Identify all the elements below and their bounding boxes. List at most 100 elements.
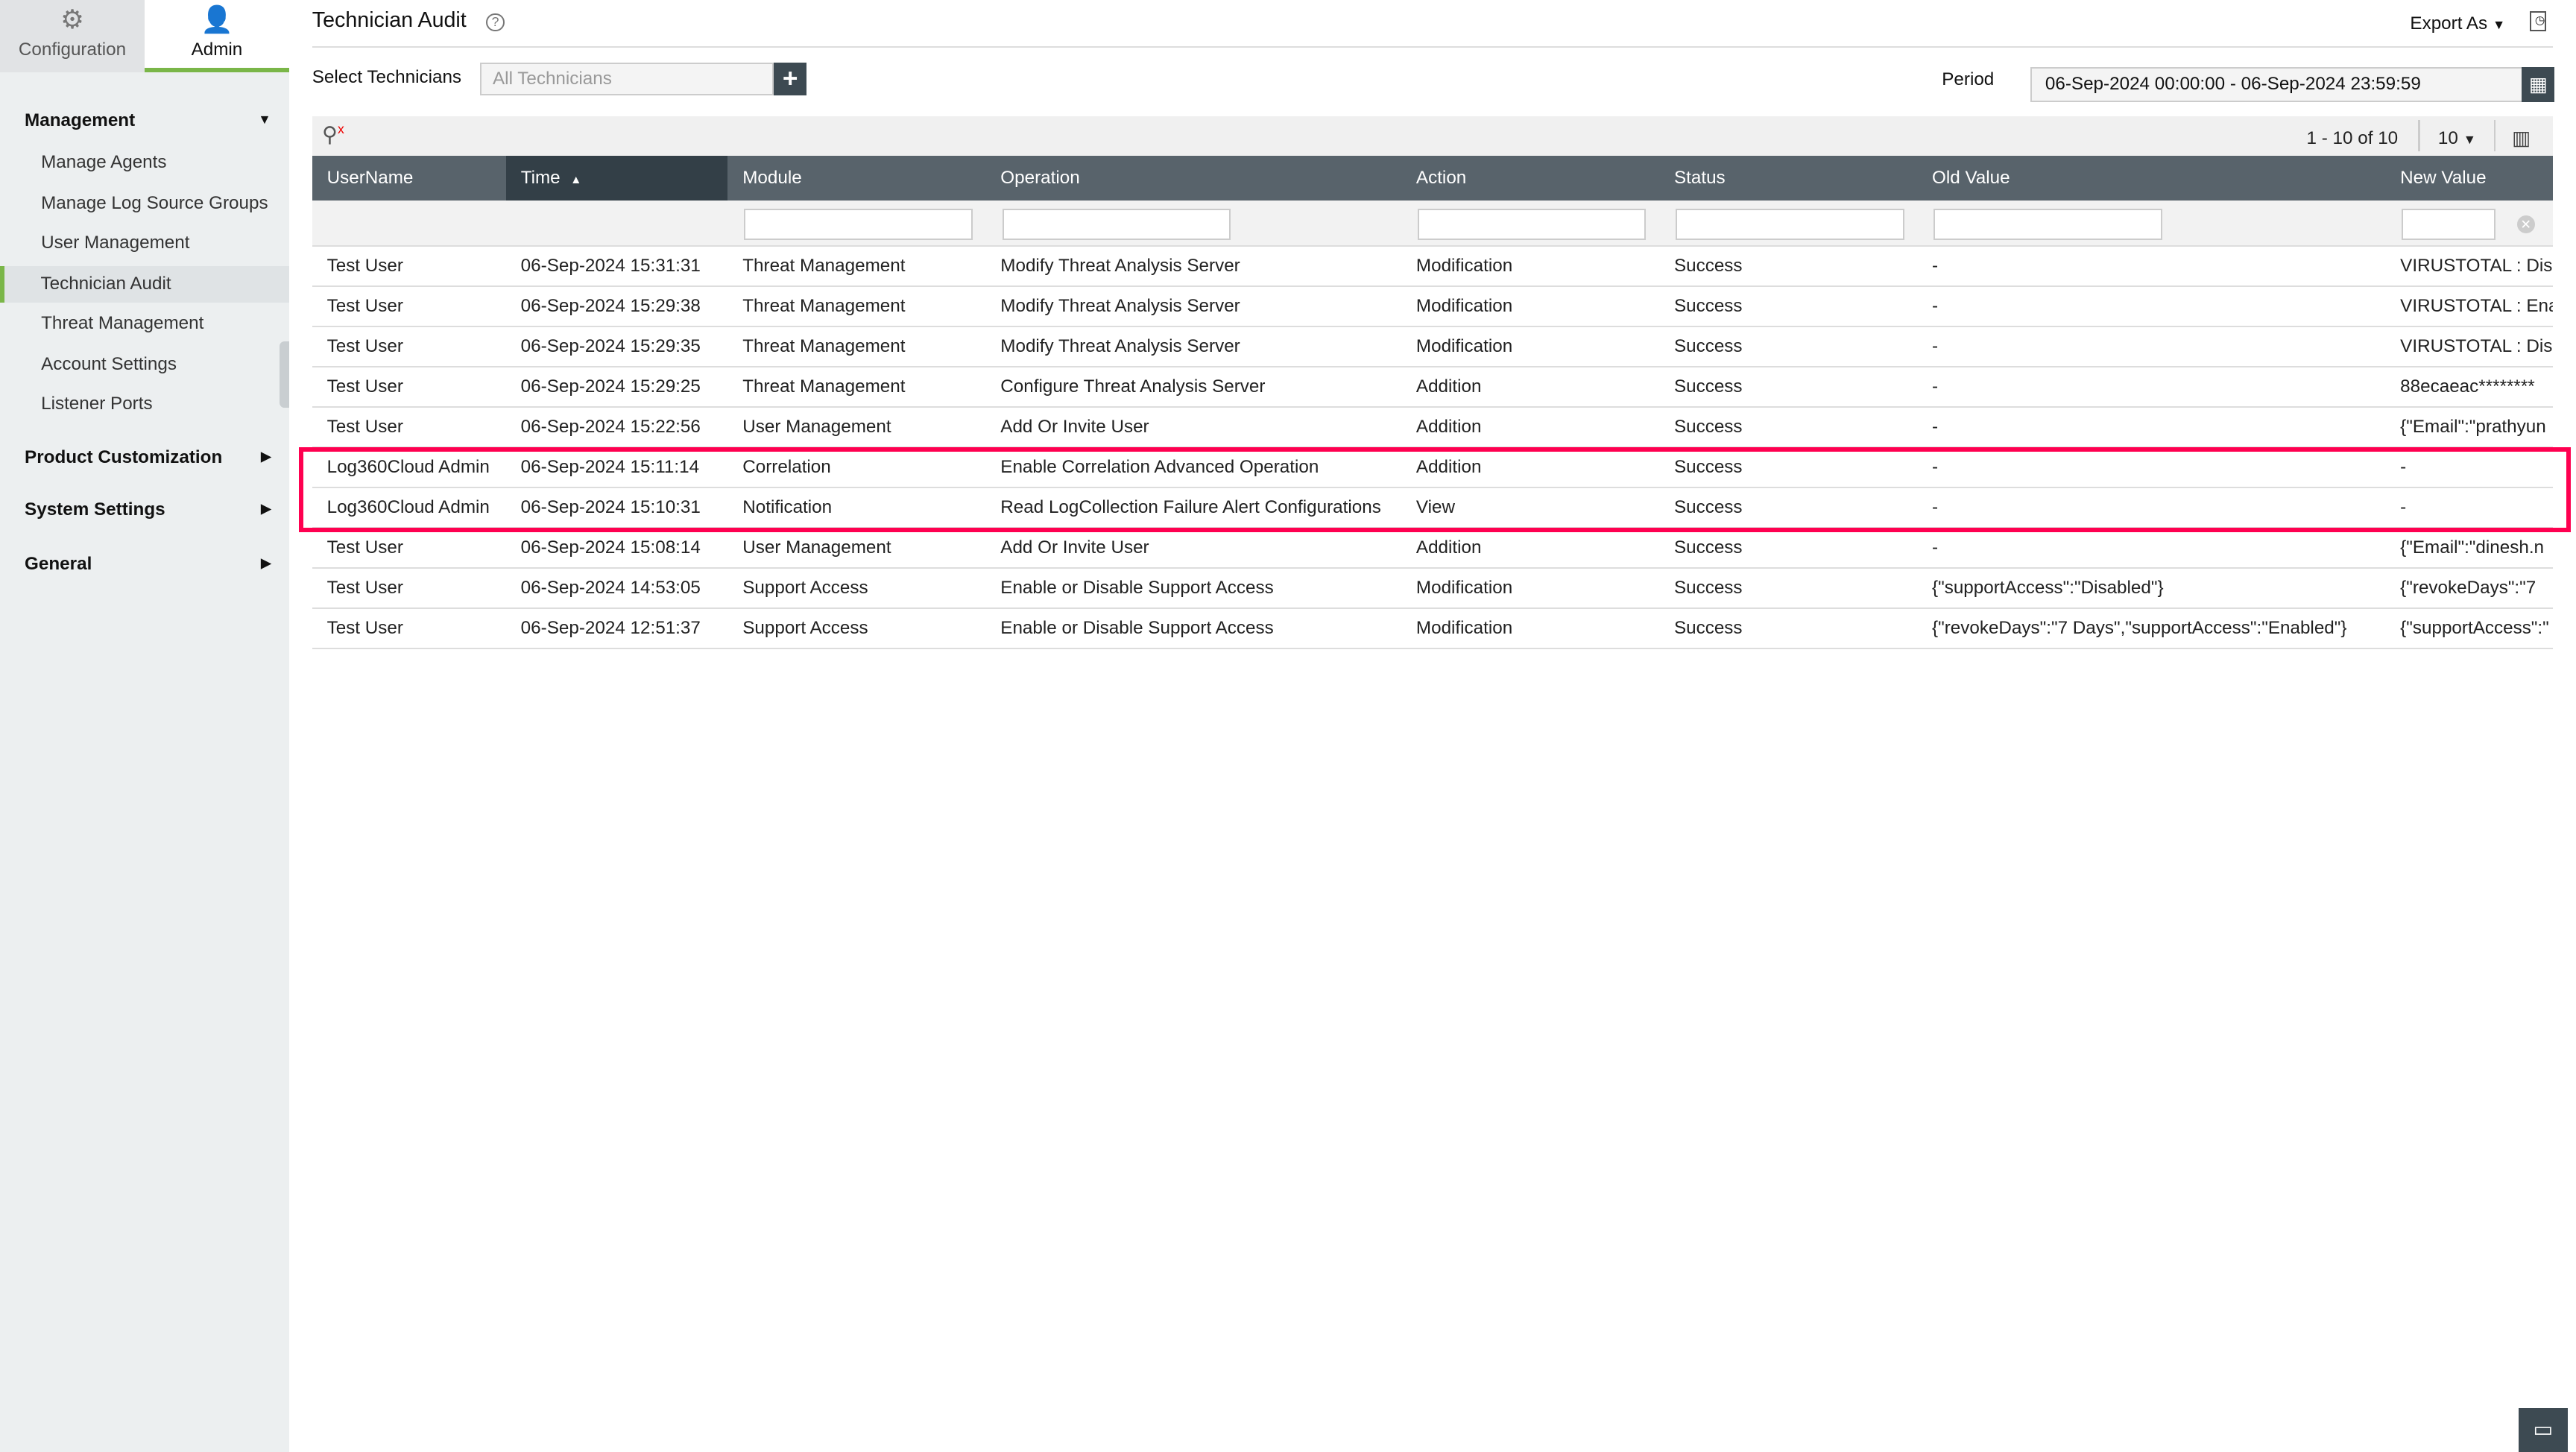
column-header[interactable]: New Value (2385, 156, 2553, 201)
table-row[interactable]: Test User 06-Sep-2024 12:51:37 Support Acc… (312, 608, 2554, 649)
table-row[interactable]: Log360Cloud Admin 06-Sep-2024 15:11:14 Cor… (312, 447, 2554, 488)
user-icon: 👤 (200, 4, 233, 34)
sidebar-section-system-settings[interactable]: System Settings ▶ (25, 499, 271, 520)
table-cell: Notification (742, 496, 833, 517)
table-cell: Addition (1415, 456, 1482, 477)
table-row[interactable]: Test User 06-Sep-2024 15:08:14 User Manage… (312, 528, 2554, 569)
table-cell: Modify Threat Analysis Server (1000, 255, 1240, 276)
scheduled-report-icon[interactable]: ◷ (2530, 11, 2547, 31)
export-as-dropdown[interactable]: Export As ▼ (2410, 13, 2505, 34)
clear-search-icon[interactable]: ⚲x (322, 121, 344, 148)
caret-right-icon: ▶ (261, 555, 271, 570)
sidebar-item[interactable]: Threat Management (41, 312, 204, 333)
tab-configuration[interactable]: ⚙ Configuration (0, 0, 145, 72)
sidebar-item[interactable]: Account Settings (41, 354, 177, 375)
table-cell: - (1932, 456, 1939, 477)
column-filter-input[interactable] (1418, 208, 1647, 240)
table-toolbar (312, 116, 2554, 157)
tab-admin[interactable]: 👤 Admin (144, 0, 289, 72)
table-cell: Correlation (742, 456, 831, 477)
table-cell: Success (1673, 295, 1743, 316)
table-row[interactable]: Test User 06-Sep-2024 15:31:31 Threat Mana… (312, 246, 2554, 287)
sidebar-item[interactable]: Technician Audit (0, 266, 289, 303)
table-cell: Modification (1415, 255, 1513, 276)
period-label: Period (1942, 69, 1995, 89)
column-header[interactable]: Action (1401, 156, 1659, 201)
table-row[interactable]: Test User 06-Sep-2024 15:22:56 User Manage… (312, 407, 2554, 448)
chat-icon[interactable]: ▭ (2518, 1407, 2568, 1452)
caret-down-icon: ▼ (2492, 16, 2506, 32)
column-chooser-icon[interactable]: ▥ (2512, 126, 2531, 149)
table-cell: - (2400, 456, 2407, 477)
select-technicians-label: Select Technicians (312, 67, 462, 88)
column-header[interactable]: Time ▲ (505, 156, 728, 201)
technicians-input[interactable]: All Technicians (479, 62, 774, 95)
clear-filters-icon[interactable]: ✕ (2516, 215, 2535, 233)
table-cell: {"supportAccess":"Disabled"} (1932, 577, 2164, 598)
table-row[interactable]: Test User 06-Sep-2024 14:53:05 Support Acc… (312, 568, 2554, 609)
table-cell: Test User (326, 255, 403, 276)
sidebar-section-product-customization[interactable]: Product Customization ▶ (25, 447, 271, 468)
table-cell: Test User (326, 537, 403, 558)
column-header[interactable]: UserName (312, 156, 506, 201)
column-filter-input[interactable] (1002, 208, 1231, 240)
sidebar-collapse-handle[interactable] (279, 341, 289, 408)
sidebar-item[interactable]: Manage Log Source Groups (41, 193, 268, 214)
table-cell: Test User (326, 416, 403, 437)
table-cell: 06-Sep-2024 14:53:05 (520, 577, 701, 598)
table-cell: Success (1673, 376, 1743, 397)
table-cell: Enable Correlation Advanced Operation (1000, 456, 1319, 477)
column-label: Status (1673, 168, 1726, 189)
sidebar-section-general[interactable]: General ▶ (25, 554, 271, 575)
table-cell: Test User (326, 617, 403, 638)
table-cell: VIRUSTOTAL : Disa (2400, 255, 2554, 276)
table-cell: Test User (326, 577, 403, 598)
table-cell: Addition (1415, 376, 1482, 397)
table-cell: - (1932, 537, 1939, 558)
table-cell: - (1932, 255, 1939, 276)
period-input[interactable]: 06-Sep-2024 00:00:00 - 06-Sep-2024 23:59… (2030, 67, 2524, 102)
table-cell: VIRUSTOTAL : Disa (2400, 335, 2554, 356)
table-cell: 06-Sep-2024 15:08:14 (520, 537, 701, 558)
table-cell: Success (1673, 335, 1743, 356)
table-cell: 06-Sep-2024 15:29:35 (520, 335, 701, 356)
column-header[interactable]: Module (727, 156, 985, 201)
table-row[interactable]: Log360Cloud Admin 06-Sep-2024 15:10:31 Not… (312, 487, 2554, 528)
add-technician-button[interactable]: + (774, 62, 807, 95)
table-cell: 88ecaeac******** (2400, 376, 2535, 397)
table-cell: Read LogCollection Failure Alert Configu… (1000, 496, 1381, 517)
table-cell: Success (1673, 255, 1743, 276)
table-row[interactable]: Test User 06-Sep-2024 15:29:25 Threat Mana… (312, 367, 2554, 408)
column-label: Old Value (1932, 168, 2010, 189)
table-cell: 06-Sep-2024 15:22:56 (520, 416, 701, 437)
sidebar-item[interactable]: User Management (41, 232, 190, 253)
table-cell: Threat Management (742, 376, 906, 397)
table-row[interactable]: Test User 06-Sep-2024 15:29:38 Threat Mana… (312, 286, 2554, 327)
column-filter-input[interactable] (744, 208, 973, 240)
table-cell: Threat Management (742, 295, 906, 316)
table-cell: 06-Sep-2024 15:31:31 (520, 255, 701, 276)
table-cell: Success (1673, 416, 1743, 437)
column-filter-input[interactable] (1676, 208, 1904, 240)
caret-down-icon: ▼ (2463, 131, 2477, 147)
column-label: UserName (326, 168, 414, 189)
sidebar-section-management[interactable]: Management ▼ (25, 110, 271, 131)
page-size-dropdown[interactable]: 10 ▼ (2438, 128, 2476, 149)
table-row[interactable]: Test User 06-Sep-2024 15:29:35 Threat Mana… (312, 326, 2554, 367)
tab-label: Admin (191, 39, 243, 60)
column-header[interactable]: Status (1659, 156, 1917, 201)
calendar-icon[interactable]: ▦ (2522, 67, 2555, 102)
highlight-box (299, 446, 2572, 533)
sidebar-item[interactable]: Manage Agents (41, 151, 167, 172)
section-label: Product Customization (25, 446, 223, 467)
sidebar-item[interactable]: Listener Ports (41, 393, 153, 414)
help-icon[interactable]: ? (486, 13, 505, 31)
column-filter-input[interactable] (1933, 208, 2162, 240)
table-cell: Threat Management (742, 255, 906, 276)
sort-asc-icon: ▲ (570, 174, 582, 187)
column-header[interactable]: Operation (985, 156, 1401, 201)
column-filter-input[interactable] (2402, 208, 2496, 240)
column-header[interactable]: Old Value (1917, 156, 2385, 201)
gear-icon: ⚙ (60, 4, 84, 34)
export-label: Export As (2410, 13, 2488, 34)
